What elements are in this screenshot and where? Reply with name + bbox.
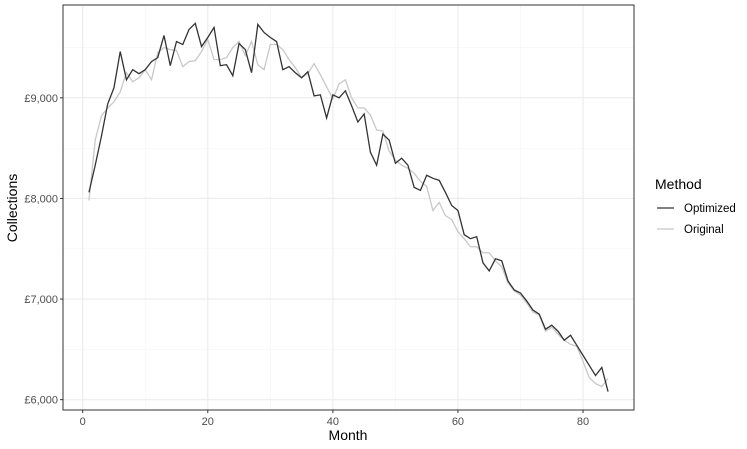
y-tick-label: £9,000	[24, 93, 58, 105]
panel-border	[62, 4, 635, 411]
legend-label: Optimized	[684, 203, 736, 215]
x-tick-label: 0	[80, 416, 86, 428]
y-tick-label: £7,000	[24, 294, 58, 306]
series-line	[88, 22, 609, 392]
x-tick-label: 60	[452, 416, 464, 428]
y-axis-title: Collections	[4, 174, 20, 242]
y-tick-label: £8,000	[24, 193, 58, 205]
x-tick-label: 20	[202, 416, 214, 428]
plot-background	[63, 5, 634, 410]
x-axis-title: Month	[329, 427, 368, 443]
x-tick-label: 80	[577, 416, 589, 428]
y-tick-label: £6,000	[24, 395, 58, 407]
legend-title: Method	[655, 176, 702, 192]
series-line	[88, 37, 609, 388]
x-tick-label: 40	[327, 416, 339, 428]
legend-label: Original	[684, 224, 724, 236]
